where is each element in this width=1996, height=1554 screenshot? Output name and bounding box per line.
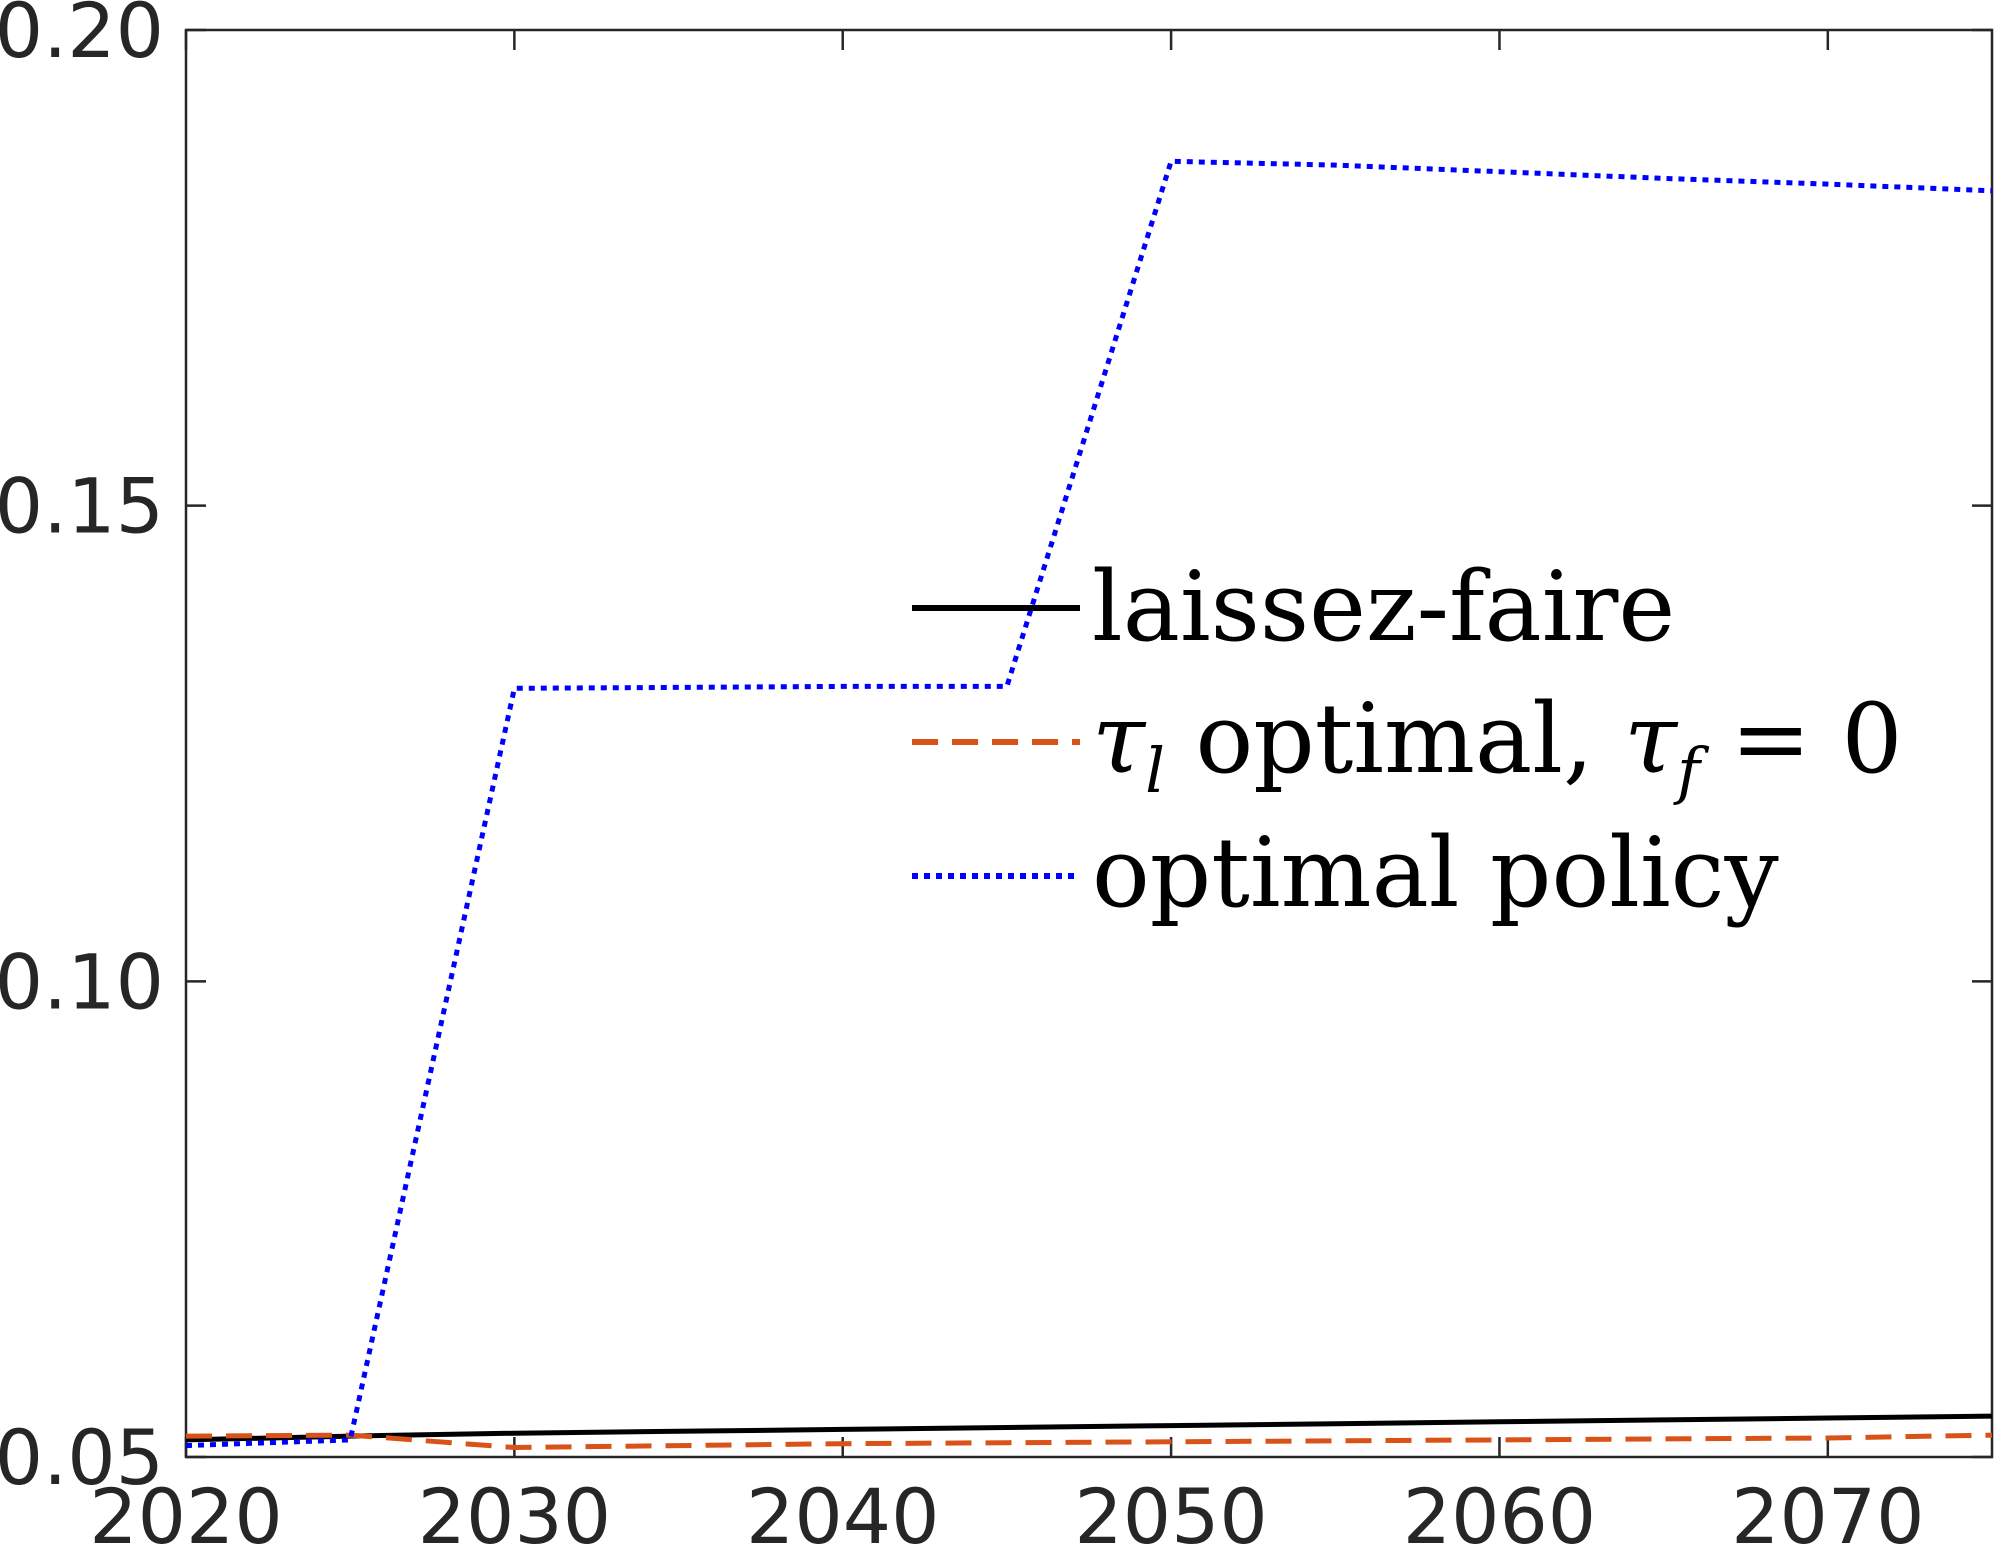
axes-box bbox=[184, 28, 1994, 1459]
x-tick-label: 2060 bbox=[1403, 1472, 1596, 1554]
series-lines bbox=[185, 158, 1993, 1450]
y-tick-label: 0.10 bbox=[0, 937, 164, 1026]
y-axis-tick-labels: 0.05 0.10 0.15 0.20 bbox=[0, 0, 164, 1502]
x-tick-label: 2050 bbox=[1074, 1472, 1267, 1554]
series-line-tau-optimal bbox=[185, 1432, 1993, 1450]
plot-area bbox=[184, 28, 1994, 1459]
legend-label-laissez-faire: laissez-faire bbox=[1092, 551, 1675, 663]
legend-label-tau-optimal: τl optimal, τf = 0 bbox=[1092, 683, 1903, 807]
y-tick-label: 0.05 bbox=[0, 1413, 164, 1502]
x-tick-label: 2020 bbox=[89, 1472, 282, 1554]
x-tick-label: 2030 bbox=[418, 1472, 611, 1554]
x-tick-label: 2040 bbox=[746, 1472, 939, 1554]
legend-tau-f-symbol: τ bbox=[1624, 683, 1679, 795]
legend-label-optimal-policy: optimal policy bbox=[1092, 817, 1779, 929]
x-tick-label: 2070 bbox=[1731, 1472, 1924, 1554]
x-axis-tick-labels: 2020 2030 2040 2050 2060 2070 bbox=[89, 1472, 1924, 1554]
legend-tau-tail-text: = 0 bbox=[1700, 683, 1903, 795]
y-tick-label: 0.20 bbox=[0, 0, 164, 75]
legend: laissez-faire τl optimal, τf = 0 optimal… bbox=[912, 551, 1903, 929]
legend-tau-mid-text: optimal, bbox=[1165, 683, 1624, 795]
legend-tau-l-symbol: τ bbox=[1092, 683, 1147, 795]
y-tick-label: 0.15 bbox=[0, 462, 164, 551]
series-line-laissez-faire bbox=[185, 1413, 1993, 1443]
legend-tau-l-subscript: l bbox=[1145, 734, 1165, 807]
series-line-optimal-policy bbox=[185, 158, 1993, 1449]
